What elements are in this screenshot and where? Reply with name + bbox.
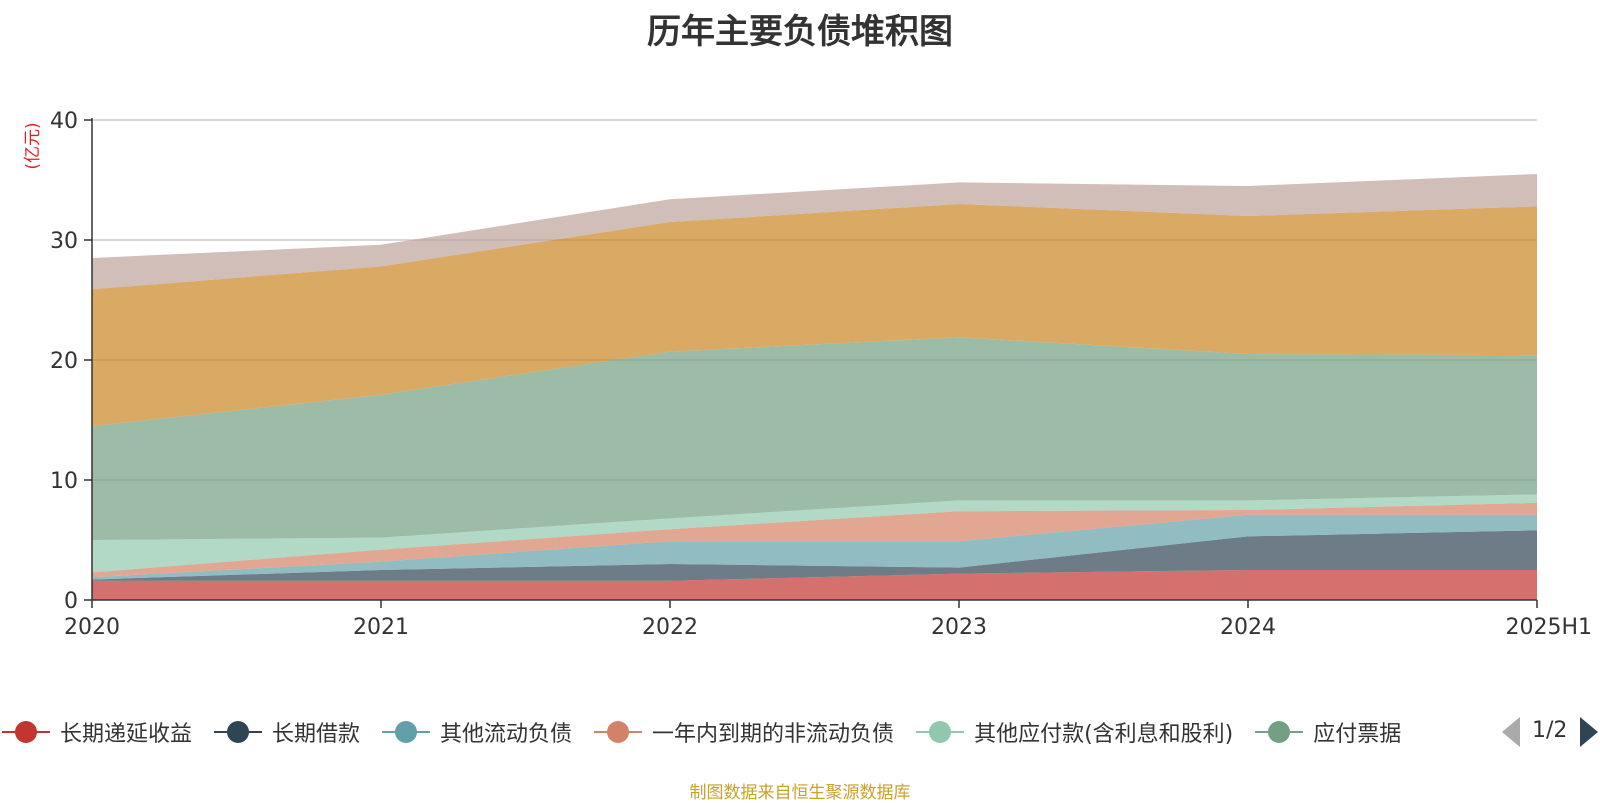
stacked-area-chart: 2020 2021 2022 2023 2024 2025H1 0 10 20 30 40 (亿元… bbox=[23, 109, 1592, 640]
y-tick-label: 0 bbox=[64, 589, 78, 614]
legend-label: 长期递延收益 bbox=[60, 722, 193, 747]
legend: 长期递延收益 长期借款 其他流动负债 一年内到期的非流动负债 其他应付款(含利息和股利)… bbox=[0, 712, 1600, 752]
legend-item-0[interactable]: 长期递延收益 bbox=[2, 712, 192, 752]
x-tick-label: 2021 bbox=[353, 615, 409, 640]
area-series-2 bbox=[92, 514, 1537, 580]
legend-item-3[interactable]: 一年内到期的非流动负债 bbox=[594, 712, 894, 752]
x-tick-label: 2023 bbox=[931, 615, 987, 640]
area-series-4 bbox=[92, 494, 1537, 573]
y-tick-label: 20 bbox=[50, 349, 78, 374]
x-tick-label: 2025H1 bbox=[1505, 615, 1592, 640]
legend-marker-icon bbox=[214, 720, 263, 744]
legend-item-1[interactable]: 长期借款 bbox=[214, 712, 360, 752]
legend-label: 长期借款 bbox=[272, 722, 361, 747]
legend-items: 长期递延收益 长期借款 其他流动负债 一年内到期的非流动负债 其他应付款(含利息和股利)… bbox=[0, 712, 1482, 752]
legend-next-page-icon[interactable] bbox=[1580, 717, 1598, 747]
legend-label: 应付票据 bbox=[1313, 722, 1402, 747]
x-tick-label: 2020 bbox=[64, 615, 120, 640]
legend-page-indicator: 1/2 bbox=[1532, 718, 1568, 743]
area-series-6 bbox=[92, 204, 1537, 426]
legend-item-2[interactable]: 其他流动负债 bbox=[382, 712, 572, 752]
legend-label: 其他流动负债 bbox=[440, 722, 573, 747]
legend-label: 其他应付款(含利息和股利) bbox=[974, 722, 1234, 747]
legend-prev-page-icon[interactable] bbox=[1502, 717, 1520, 747]
y-tick-labels: 0 10 20 30 40 bbox=[50, 109, 78, 614]
legend-pager: 1/2 bbox=[1496, 712, 1600, 752]
chart-title: 历年主要负债堆积图 bbox=[647, 12, 953, 52]
legend-marker-icon bbox=[382, 720, 431, 744]
source-note: 制图数据来自恒生聚源数据库 bbox=[689, 783, 911, 803]
x-tick-label: 2024 bbox=[1220, 615, 1276, 640]
y-tick-label: 30 bbox=[50, 229, 78, 254]
y-tick-label: 40 bbox=[50, 109, 78, 134]
area-series-3 bbox=[92, 502, 1537, 578]
legend-marker-icon bbox=[2, 720, 50, 744]
x-tick-labels: 2020 2021 2022 2023 2024 2025H1 bbox=[64, 615, 1592, 640]
y-tick-label: 10 bbox=[50, 469, 78, 494]
area-series-1 bbox=[92, 530, 1537, 581]
legend-label: 一年内到期的非流动负债 bbox=[652, 722, 895, 747]
legend-item-5[interactable]: 应付票据 bbox=[1255, 712, 1401, 752]
legend-marker-icon bbox=[594, 720, 643, 744]
area-series-0 bbox=[92, 570, 1537, 600]
x-tick-label: 2022 bbox=[642, 615, 698, 640]
legend-item-4[interactable]: 其他应付款(含利息和股利) bbox=[916, 712, 1233, 752]
legend-marker-icon bbox=[916, 720, 965, 744]
area-series-5 bbox=[92, 337, 1537, 540]
y-axis-unit: (亿元) bbox=[23, 122, 43, 169]
legend-marker-icon bbox=[1255, 720, 1304, 744]
axes bbox=[84, 118, 1538, 608]
series-areas bbox=[92, 174, 1537, 600]
area-series-7 bbox=[92, 174, 1537, 290]
